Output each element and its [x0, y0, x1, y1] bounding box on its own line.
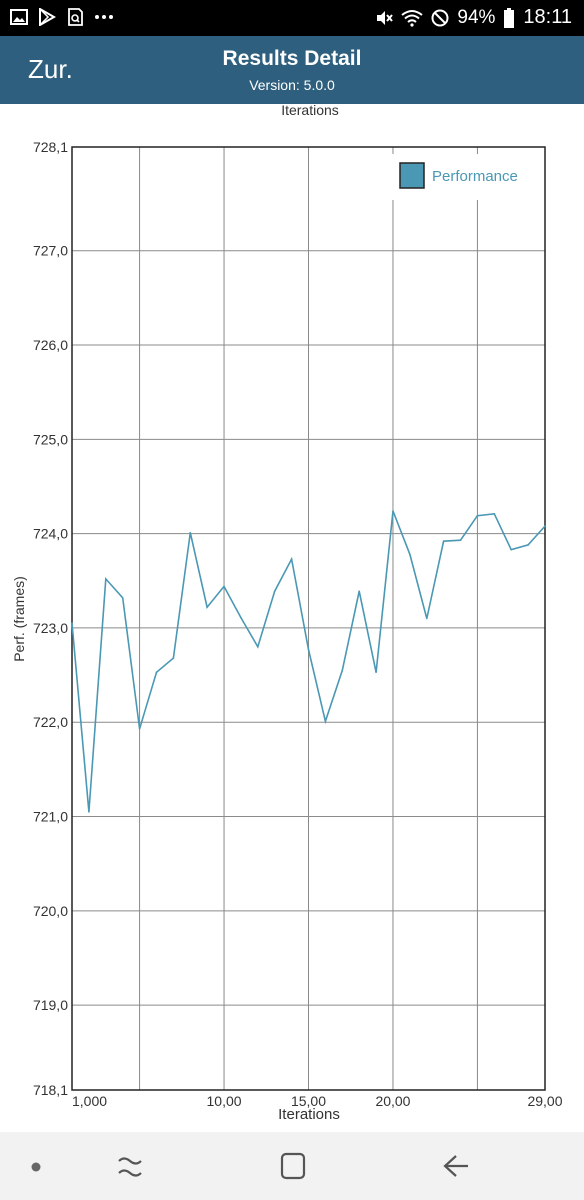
data-point [121, 596, 124, 599]
version-subtitle: Version: 5.0.0 [249, 77, 335, 93]
notification-icons [10, 8, 114, 26]
data-point [155, 671, 158, 674]
data-point [375, 671, 377, 674]
y-axis-label: Perf. (frames) [11, 576, 27, 662]
x-tick-label: 15,00 [291, 1093, 326, 1109]
data-point [290, 558, 293, 560]
back-arrow-icon[interactable] [440, 1152, 472, 1180]
clock: 18:11 [523, 6, 572, 28]
wifi-icon [401, 9, 424, 27]
y-tick-label: 721,0 [33, 809, 68, 825]
y-tick-label: 727,0 [33, 243, 68, 259]
page-title: Results Detail [222, 47, 362, 70]
recent-apps-icon[interactable] [114, 1152, 146, 1180]
x-tick-label: 29,00 [527, 1093, 562, 1109]
app-bar: Zur. Results Detail Version: 5.0.0 [0, 36, 584, 104]
data-point [527, 544, 529, 546]
y-tick-label: 725,0 [33, 431, 68, 447]
x-tick-label: 10,00 [207, 1093, 242, 1109]
legend-label: Performance [432, 168, 518, 185]
home-icon[interactable] [277, 1152, 309, 1180]
data-point [172, 657, 175, 659]
back-button[interactable]: Zur. [28, 54, 73, 84]
legend: Performance [392, 154, 532, 200]
data-point [409, 553, 411, 556]
x-tick-labels: 1,000 10,00 15,00 20,00 29,00 [72, 1093, 563, 1109]
x-axis-label: Iterations [278, 1106, 340, 1123]
battery-percentage: 94% [457, 6, 496, 28]
y-tick-label: 719,0 [33, 997, 68, 1013]
data-point [257, 645, 259, 648]
y-tick-label: 722,0 [33, 714, 68, 730]
data-point [71, 622, 73, 625]
data-point [392, 510, 394, 512]
system-status: 94% 18:11 [375, 6, 572, 29]
data-point [493, 513, 496, 515]
y-tick-label: 718,1 [33, 1082, 68, 1098]
data-point [138, 728, 141, 730]
y-tick-label: 720,0 [33, 903, 68, 919]
screenshot-search-icon [68, 8, 83, 26]
status-bar: 94% 18:11 [0, 0, 584, 36]
more-dots-icon [95, 15, 113, 19]
data-point [324, 720, 327, 723]
x-tick-label: 20,00 [375, 1093, 410, 1109]
data-point [510, 548, 513, 551]
battery-icon [504, 7, 515, 28]
data-point [341, 669, 344, 672]
data-point [476, 514, 479, 517]
legend-swatch [399, 162, 425, 189]
data-point [88, 811, 90, 813]
data-point [425, 617, 428, 620]
data-point [358, 590, 360, 592]
navigation-bar [0, 1132, 584, 1200]
data-point [240, 616, 242, 619]
dot-icon[interactable] [22, 1152, 54, 1180]
y-tick-label: 723,0 [33, 620, 68, 636]
series-layer [71, 510, 546, 813]
data-point [307, 648, 310, 651]
play-store-icon [39, 8, 56, 26]
data-point [189, 531, 192, 534]
chart-area: Iterations 728,1 727,0 726,0 725,0 724,0 723,… [0, 102, 584, 1132]
data-point [206, 606, 208, 608]
y-tick-label: 724,0 [33, 526, 68, 542]
gallery-icon [10, 9, 28, 25]
do-not-disturb-icon [431, 9, 449, 26]
y-tick-labels: 728,1 727,0 726,0 725,0 724,0 723,0 722,0 721,0… [33, 139, 68, 1098]
y-tick-label: 728,1 [33, 139, 68, 155]
data-point [442, 540, 445, 542]
grid-lines [72, 146, 545, 1091]
chart-top-label: Iterations [281, 104, 339, 118]
data-point [223, 585, 225, 588]
y-tick-label: 726,0 [33, 337, 68, 353]
performance-chart: Iterations 728,1 727,0 726,0 725,0 724,0 723,… [11, 102, 563, 1123]
data-point [544, 525, 546, 527]
mute-icon [377, 10, 394, 25]
data-point [104, 578, 107, 580]
data-point [273, 590, 276, 592]
plot-frame [71, 146, 546, 1091]
x-tick-label: 1,000 [72, 1093, 107, 1109]
data-point [459, 539, 462, 542]
